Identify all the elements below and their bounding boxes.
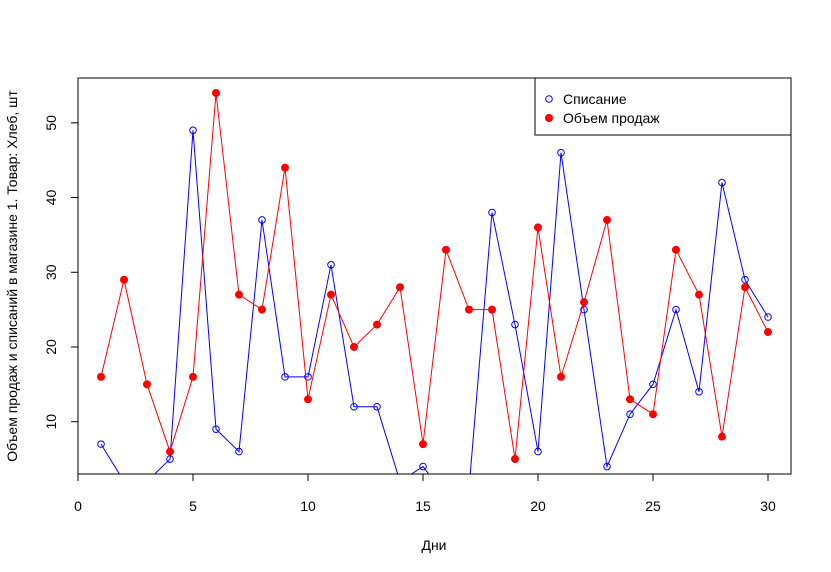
y-tick-label: 50 xyxy=(43,115,59,131)
series-0-point xyxy=(626,410,634,419)
series-0-point xyxy=(718,178,726,187)
series-0-point xyxy=(281,373,289,381)
x-tick-label: 25 xyxy=(645,498,661,514)
series-0-point xyxy=(488,208,496,217)
series-1-point xyxy=(166,447,174,456)
series-1-point xyxy=(511,455,519,464)
series-1-point xyxy=(350,342,358,351)
series-1-point xyxy=(465,305,473,314)
series-0-point xyxy=(511,320,519,329)
series-1-point xyxy=(741,283,749,292)
series-1-point xyxy=(534,223,542,232)
series-1-point xyxy=(649,410,657,419)
series-0-point xyxy=(166,455,174,463)
y-axis: 10 20 30 40 50 xyxy=(43,115,79,430)
x-tick-label: 10 xyxy=(300,498,316,514)
series-0-point xyxy=(443,493,450,500)
series-1-point xyxy=(580,298,588,307)
legend-marker-1 xyxy=(545,114,553,122)
series-0-point xyxy=(350,402,358,411)
y-tick-label: 20 xyxy=(43,339,59,355)
series-1-point xyxy=(718,432,726,441)
legend-marker-0 xyxy=(545,95,553,103)
series-1-point xyxy=(212,88,220,97)
legend: Списание Объем продаж xyxy=(534,77,792,136)
series-1-point xyxy=(557,372,565,381)
series-0-point xyxy=(212,425,220,433)
series-1-point xyxy=(373,320,381,329)
legend-label-1: Объем продаж xyxy=(563,110,660,126)
series-0-point xyxy=(97,440,105,448)
series-0-point xyxy=(695,388,703,396)
series-0-point xyxy=(672,305,680,314)
series-1-point xyxy=(764,328,772,337)
series-0-point xyxy=(557,148,565,157)
series-0-point xyxy=(603,462,611,471)
series-0-point xyxy=(741,275,749,284)
series-1-point xyxy=(235,290,243,299)
series-0-point xyxy=(764,313,772,321)
series-1-point xyxy=(695,290,703,299)
series-1-point xyxy=(396,283,404,292)
series-layer xyxy=(97,88,772,500)
series-1-point xyxy=(419,440,427,449)
y-tick-label: 30 xyxy=(43,264,59,280)
series-0-point xyxy=(327,260,335,269)
series-1-point xyxy=(120,275,128,284)
series-0-point xyxy=(144,478,151,485)
series-0-point xyxy=(534,447,542,456)
series-line-1 xyxy=(100,92,769,460)
series-1-point xyxy=(488,305,496,314)
y-axis-title: Объем продаж и списаний в магазине 1. То… xyxy=(4,90,20,462)
legend-label-0: Списание xyxy=(563,91,627,107)
series-1-point xyxy=(672,245,680,254)
x-tick-label: 20 xyxy=(530,498,546,514)
series-0-point xyxy=(580,305,588,314)
series-0-point xyxy=(189,126,197,135)
y-tick-label: 10 xyxy=(43,414,59,430)
series-1-point xyxy=(97,372,105,381)
series-0-point xyxy=(649,380,657,389)
series-0-point xyxy=(121,478,128,485)
x-tick-label: 15 xyxy=(415,498,431,514)
series-1-point xyxy=(626,395,634,404)
series-1-point xyxy=(258,305,266,314)
series-1-point xyxy=(304,395,312,404)
series-1-point xyxy=(603,215,611,224)
series-1-point xyxy=(281,163,289,172)
x-tick-label: 30 xyxy=(760,498,776,514)
y-tick-label: 40 xyxy=(43,190,59,206)
series-0-point xyxy=(466,486,473,493)
legend-box xyxy=(534,77,792,136)
series-1-point xyxy=(327,290,335,299)
series-0-point xyxy=(258,216,266,224)
series-1-point xyxy=(189,372,197,381)
series-0-point xyxy=(304,373,312,381)
x-axis: 0 5 10 15 20 25 30 xyxy=(74,473,776,514)
series-0-point xyxy=(397,478,404,485)
series-0-point xyxy=(373,402,381,411)
series-1-point xyxy=(442,245,450,254)
series-0-point xyxy=(235,447,243,456)
plot-area-border xyxy=(77,77,792,475)
x-tick-label: 5 xyxy=(189,498,197,514)
x-axis-title: Дни xyxy=(421,537,446,553)
series-1-point xyxy=(143,380,151,389)
series-line-0 xyxy=(100,130,769,474)
series-0-point xyxy=(419,462,427,471)
x-tick-label: 0 xyxy=(74,498,82,514)
